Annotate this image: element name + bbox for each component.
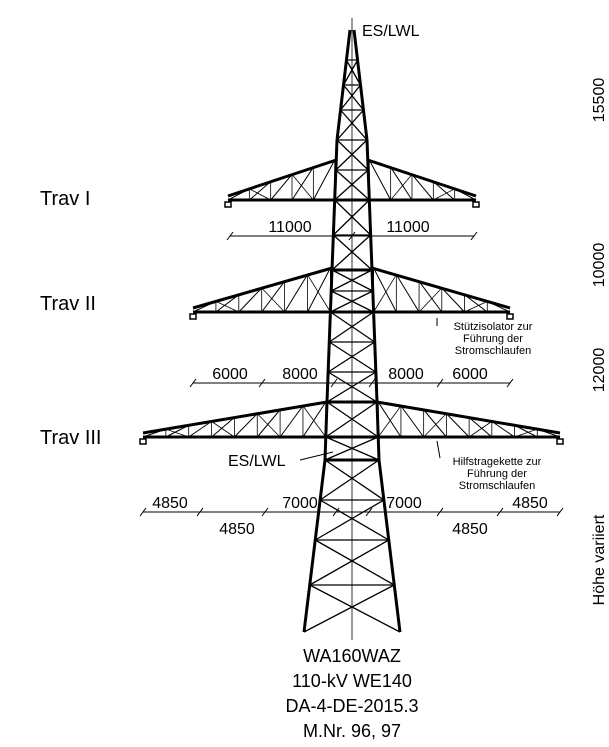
mast-brace (333, 235, 372, 270)
annotation: Stützisolator zur (454, 321, 533, 333)
side-label: 12000 (591, 348, 608, 393)
mast-brace (310, 585, 400, 632)
crossarm-chord (368, 160, 476, 196)
dimension-label: 4850 (152, 495, 188, 512)
footer-line: 110-kV WE140 (292, 671, 412, 691)
mast-brace (320, 460, 379, 500)
mast-brace (325, 460, 384, 500)
mast-brace (335, 200, 371, 235)
crossarm-chord (228, 160, 336, 196)
page: {"top_label": "ES/LWL", "crossarms": [ {… (0, 0, 609, 747)
mast-leg (327, 270, 332, 402)
tower-drawing: ES/LWL Trav I Trav II Trav III Stützisol… (0, 0, 609, 747)
mast-brace (320, 500, 389, 540)
mast-brace (304, 585, 394, 632)
mast-leg (304, 460, 325, 632)
crossarm-brace (262, 288, 285, 312)
mast-brace (337, 140, 368, 170)
annotation: Führung der (463, 333, 523, 345)
mast-brace (310, 540, 389, 585)
dimension-label: 7000 (386, 495, 422, 512)
mast-brace (335, 170, 368, 200)
annotation: Hilfstragekette zur (453, 456, 542, 468)
dimension-label: 8000 (388, 366, 424, 383)
dimension-label: 11000 (386, 219, 429, 236)
dimension-label: 6000 (212, 366, 248, 383)
footer-line: DA-4-DE-2015.3 (285, 696, 418, 716)
side-label: 10000 (591, 243, 608, 288)
side-label: 15500 (591, 78, 608, 123)
crossarm-brace (391, 174, 412, 200)
top-label: ES/LWL (362, 23, 420, 40)
crossarm-brace (419, 288, 442, 312)
mast-brace (332, 235, 371, 270)
dimension-label: 8000 (282, 366, 318, 383)
mast-brace (327, 402, 378, 437)
mast-brace (336, 170, 369, 200)
mast-brace (333, 200, 369, 235)
crossarm-chord (377, 402, 560, 433)
annotation: Führung der (467, 468, 527, 480)
dimension-label: 7000 (282, 495, 318, 512)
footer-line: M.Nr. 96, 97 (303, 721, 401, 741)
mast-brace (315, 540, 394, 585)
insulator (140, 439, 146, 444)
crossarm-label: Trav III (40, 427, 101, 449)
dimension-label: 11000 (268, 219, 311, 236)
annotation: Stromschlaufen (459, 480, 535, 492)
insulator (225, 202, 231, 207)
crossarm-chord (143, 402, 327, 433)
annotation: ES/LWL (228, 453, 286, 470)
footer-line: WA160WAZ (303, 646, 401, 666)
side-label: Höhe variiert (591, 514, 608, 605)
leader-line (437, 441, 440, 458)
insulator (473, 202, 479, 207)
dimension-label: 4850 (452, 521, 488, 538)
mast-brace (315, 500, 384, 540)
crossarm-brace (292, 174, 313, 200)
mast-brace (326, 402, 377, 437)
insulator (557, 439, 563, 444)
crossarm-label: Trav I (40, 188, 90, 210)
mast-leg (379, 460, 400, 632)
crossarm-label: Trav II (40, 293, 96, 315)
mast-brace (336, 140, 367, 170)
dimension-label: 4850 (219, 521, 255, 538)
insulator (507, 314, 513, 319)
dimension-label: 6000 (452, 366, 488, 383)
dimension-label: 4850 (512, 495, 548, 512)
annotation: Stromschlaufen (455, 345, 531, 357)
insulator (190, 314, 196, 319)
